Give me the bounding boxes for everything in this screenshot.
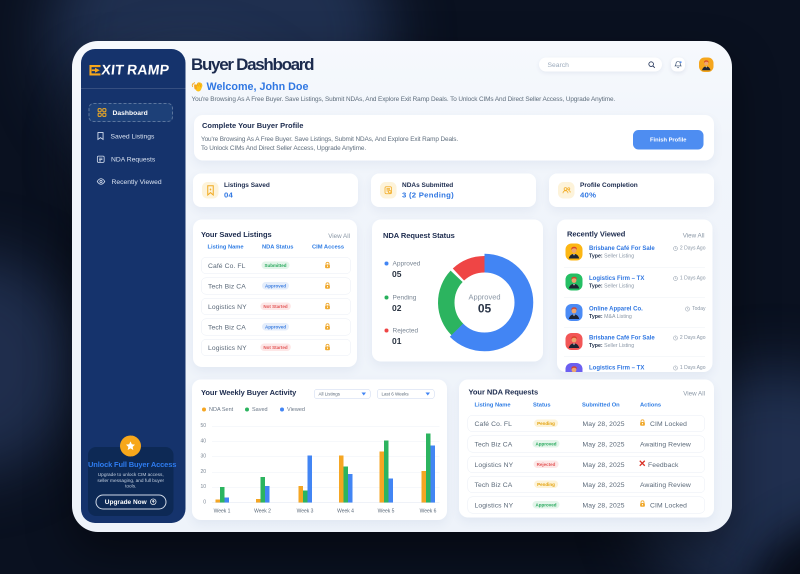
svg-text:Approved: Approved xyxy=(468,293,500,302)
svg-text:05: 05 xyxy=(478,302,492,316)
